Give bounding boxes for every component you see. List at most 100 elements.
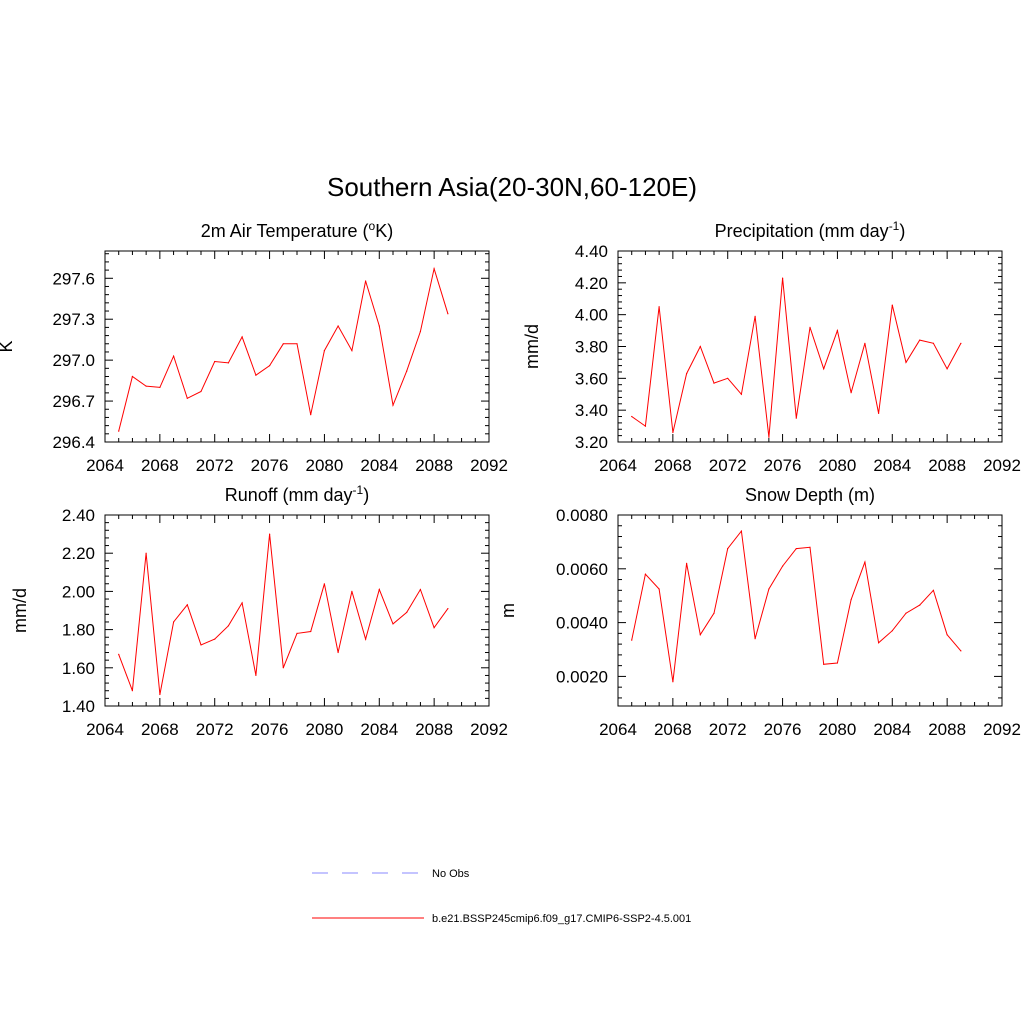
y-tick-label: 2.20 <box>62 544 95 563</box>
data-point <box>433 268 435 270</box>
x-tick-label: 2064 <box>599 456 637 475</box>
data-point <box>672 431 674 434</box>
legend: No Obs b.e21.BSSP245cmip6.f09_g17.CMIP6-S… <box>312 868 691 925</box>
data-point <box>241 602 243 604</box>
data-point <box>809 546 811 548</box>
data-point <box>631 639 633 641</box>
data-point <box>406 370 408 372</box>
plot-frame <box>104 514 490 707</box>
x-tick-label: 2068 <box>654 456 692 475</box>
data-point <box>406 611 408 614</box>
data-point <box>768 436 770 438</box>
x-tick-label: 2092 <box>983 720 1021 739</box>
data-point <box>337 651 339 654</box>
data-point <box>878 642 880 644</box>
data-point <box>891 630 893 632</box>
data-point <box>214 360 216 363</box>
data-point <box>131 690 133 692</box>
x-tick-label: 2068 <box>141 456 179 475</box>
panel-title: Snow Depth (m) <box>745 485 875 505</box>
data-point <box>392 623 394 625</box>
data-point <box>905 612 907 614</box>
data-point <box>433 627 435 629</box>
panel-1: 2m Air Temperature (oK) K 2064 2068 2072 2076… <box>0 219 508 475</box>
y-tick-label: 3.20 <box>575 433 608 452</box>
data-point <box>727 377 729 379</box>
data-point <box>200 390 202 393</box>
data-point <box>754 638 756 640</box>
y-axis-label: mm/d <box>10 588 30 633</box>
x-tick-label: 2072 <box>709 456 747 475</box>
data-point <box>658 588 660 590</box>
data-point <box>672 681 674 683</box>
y-tick-label: 3.80 <box>575 338 608 357</box>
data-point <box>296 632 298 635</box>
x-tick-label: 2076 <box>764 456 802 475</box>
data-point <box>131 375 133 378</box>
data-point <box>447 313 449 315</box>
y-tick-label: 4.40 <box>575 242 608 261</box>
data-point <box>186 397 188 399</box>
data-point <box>699 634 701 636</box>
x-tick-label: 2088 <box>928 456 966 475</box>
data-point <box>419 330 421 333</box>
data-point <box>447 608 449 610</box>
data-point <box>809 326 811 328</box>
y-tick-label: 4.00 <box>575 306 608 325</box>
y-tick-label: 2.40 <box>62 506 95 525</box>
data-point <box>836 330 839 332</box>
data-point <box>850 392 852 394</box>
data-point <box>365 280 367 282</box>
x-tick-label: 2068 <box>654 720 692 739</box>
data-point <box>960 650 962 652</box>
data-point <box>227 625 229 627</box>
x-tick-label: 2064 <box>599 720 637 739</box>
data-point <box>644 425 647 427</box>
data-point <box>823 368 825 370</box>
data-point <box>960 342 962 344</box>
data-point <box>173 355 175 357</box>
data-point <box>795 417 797 419</box>
y-tick-label: 297.3 <box>52 310 95 329</box>
data-point <box>782 277 784 279</box>
legend-label: No Obs <box>432 868 470 880</box>
data-point <box>118 430 120 432</box>
data-point <box>145 552 147 554</box>
data-point <box>864 342 866 344</box>
x-tick-label: 2068 <box>141 720 179 739</box>
figure-title: Southern Asia(20-30N,60-120E) <box>327 172 697 202</box>
data-point <box>727 548 729 550</box>
x-tick-label: 2088 <box>415 456 453 475</box>
data-point <box>795 548 797 550</box>
x-tick-label: 2076 <box>251 720 289 739</box>
x-tick-label: 2072 <box>709 720 747 739</box>
y-tick-label: 1.80 <box>62 621 95 640</box>
data-point <box>919 604 921 606</box>
y-tick-label: 296.4 <box>52 433 95 452</box>
x-tick-label: 2092 <box>470 720 508 739</box>
y-tick-label: 297.6 <box>52 269 95 288</box>
data-point <box>392 404 394 406</box>
y-tick-label: 3.60 <box>575 369 608 388</box>
data-point <box>905 361 907 363</box>
data-point <box>269 365 271 367</box>
data-point <box>631 415 633 418</box>
y-tick-label: 1.40 <box>62 697 95 716</box>
data-point <box>255 374 257 376</box>
data-point <box>686 562 688 565</box>
data-point <box>227 362 229 364</box>
data-point <box>365 638 367 640</box>
data-point <box>186 604 188 606</box>
data-point <box>173 621 175 623</box>
data-point <box>118 653 120 656</box>
chart-panels: 2m Air Temperature (oK) K 2064 2068 2072 2076… <box>0 219 1021 739</box>
y-tick-label: 0.0060 <box>556 560 608 579</box>
panel-title: 2m Air Temperature (oK) <box>201 219 393 241</box>
data-point <box>282 667 284 669</box>
y-tick-label: 0.0040 <box>556 614 608 633</box>
x-tick-label: 2084 <box>873 720 911 739</box>
x-tick-label: 2064 <box>86 720 124 739</box>
data-point <box>282 343 284 345</box>
data-point <box>323 583 325 585</box>
panel-3: Runoff (mm day-1) mm/d 2064 2068 2072 2076 208… <box>10 483 508 739</box>
